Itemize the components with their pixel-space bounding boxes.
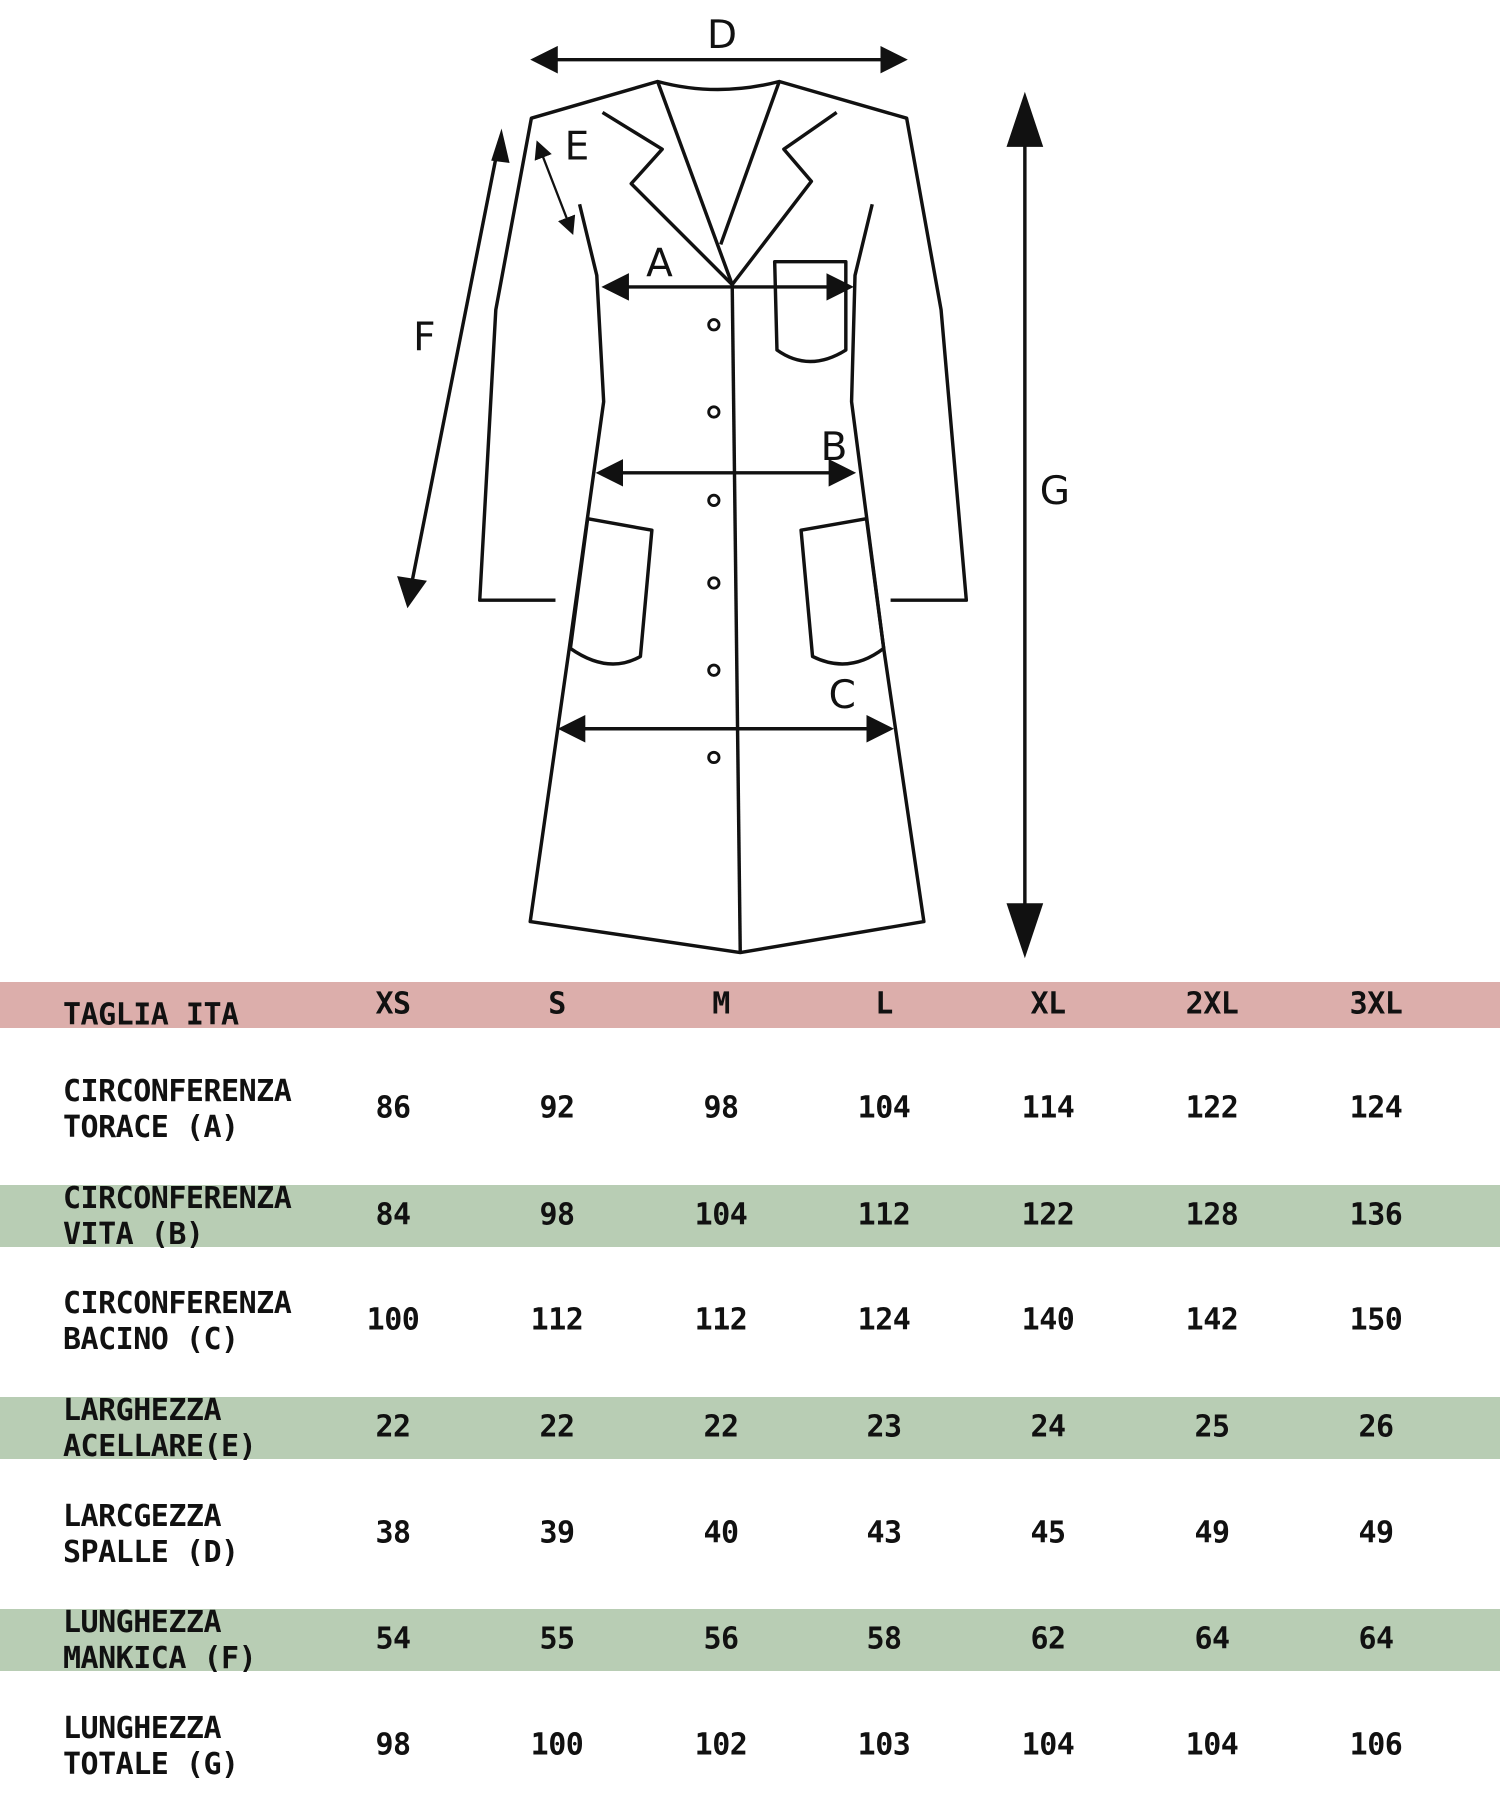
- arrow-e: [534, 140, 576, 235]
- table-cell: 124: [857, 1302, 911, 1338]
- buttons: [707, 318, 721, 765]
- highlight-band: [0, 1609, 1500, 1671]
- table-cell: 38: [375, 1515, 411, 1551]
- table-cell: 84: [375, 1197, 411, 1233]
- table-cell: 140: [1021, 1302, 1075, 1338]
- table-cell: 100: [366, 1302, 420, 1338]
- label-g: G: [1040, 469, 1070, 514]
- size-header: S: [548, 986, 566, 1022]
- row-label-line: CIRCONFERENZA: [63, 1286, 292, 1321]
- table-cell: 23: [866, 1409, 902, 1445]
- table-cell: 104: [1021, 1727, 1075, 1763]
- row-label-line: BACINO (C): [63, 1322, 239, 1357]
- table-cell: 114: [1021, 1090, 1075, 1126]
- table-cell: 102: [694, 1727, 748, 1763]
- size-header: L: [875, 986, 893, 1022]
- label-f: F: [413, 315, 435, 360]
- label-d: D: [707, 13, 737, 58]
- table-cell: 24: [1030, 1409, 1066, 1445]
- row-label-line: MANKICA (F): [63, 1641, 257, 1676]
- arrow-heads: [397, 91, 1044, 959]
- table-cell: 112: [694, 1302, 748, 1338]
- row-label-line: LARCGEZZA: [63, 1499, 222, 1534]
- table-cell: 98: [375, 1727, 411, 1763]
- row-label-line: SPALLE (D): [63, 1535, 239, 1570]
- table-cell: 112: [857, 1197, 911, 1233]
- table-cell: 104: [857, 1090, 911, 1126]
- table-cell: 98: [539, 1197, 575, 1233]
- table-cell: 22: [375, 1409, 411, 1445]
- table-cell: 62: [1030, 1621, 1066, 1657]
- table-cell: 26: [1358, 1409, 1394, 1445]
- table-cell: 56: [703, 1621, 739, 1657]
- table-cell: 106: [1349, 1727, 1403, 1763]
- measure-arrows: [409, 45, 1027, 919]
- header-band: [0, 982, 1500, 1028]
- table-cell: 86: [375, 1090, 411, 1126]
- table-cell: 64: [1358, 1621, 1394, 1657]
- label-e: E: [565, 125, 590, 170]
- row-label-line: TOTALE (G): [63, 1747, 239, 1782]
- table-cell: 40: [703, 1515, 739, 1551]
- row-label: LUNGHEZZA TOTALE (G): [63, 1711, 239, 1783]
- table-cell: 22: [703, 1409, 739, 1445]
- table-cell: 142: [1185, 1302, 1239, 1338]
- table-cell: 54: [375, 1621, 411, 1657]
- coat-outline: [478, 79, 969, 955]
- row-label-line: LUNGHEZZA: [63, 1711, 222, 1746]
- row-label-line: ACELLARE(E): [63, 1429, 257, 1464]
- row-label-line: LUNGHEZZA: [63, 1605, 222, 1640]
- size-header: 2XL: [1185, 986, 1239, 1022]
- table-cell: 49: [1358, 1515, 1394, 1551]
- header-label: TAGLIA ITA: [63, 997, 239, 1033]
- table-cell: 104: [1185, 1727, 1239, 1763]
- table-cell: 100: [530, 1727, 584, 1763]
- row-label: LUNGHEZZA MANKICA (F): [63, 1605, 257, 1677]
- left-pocket: [568, 517, 654, 666]
- table-cell: 49: [1194, 1515, 1230, 1551]
- table-cell: 112: [530, 1302, 584, 1338]
- table-cell: 45: [1030, 1515, 1066, 1551]
- table-cell: 64: [1194, 1621, 1230, 1657]
- size-header: XL: [1030, 986, 1066, 1022]
- table-cell: 150: [1349, 1302, 1403, 1338]
- arrow-f: [409, 146, 500, 588]
- table-cell: 128: [1185, 1197, 1239, 1233]
- row-label: CIRCONFERENZA BACINO (C): [63, 1286, 292, 1358]
- label-a: A: [646, 242, 673, 287]
- right-pocket: [799, 517, 886, 666]
- row-label-line: CIRCONFERENZA: [63, 1074, 292, 1109]
- highlight-band: [0, 1185, 1500, 1247]
- table-cell: 122: [1021, 1197, 1075, 1233]
- table-cell: 22: [539, 1409, 575, 1445]
- size-header: M: [712, 986, 730, 1022]
- table-cell: 58: [866, 1621, 902, 1657]
- table-cell: 92: [539, 1090, 575, 1126]
- size-header: XS: [375, 986, 411, 1022]
- table-cell: 39: [539, 1515, 575, 1551]
- chest-pocket: [772, 259, 848, 364]
- table-cell: 43: [866, 1515, 902, 1551]
- size-header: 3XL: [1349, 986, 1403, 1022]
- row-label: LARCGEZZA SPALLE (D): [63, 1499, 239, 1571]
- label-b: B: [821, 425, 848, 470]
- table-cell: 124: [1349, 1090, 1403, 1126]
- row-label-line: TORACE (A): [63, 1110, 239, 1145]
- row-label: CIRCONFERENZA VITA (B): [63, 1181, 292, 1253]
- table-cell: 104: [694, 1197, 748, 1233]
- label-c: C: [829, 673, 856, 718]
- highlight-band: [0, 1397, 1500, 1459]
- row-label-line: LARGHEZZA: [63, 1393, 222, 1428]
- table-cell: 122: [1185, 1090, 1239, 1126]
- row-label: CIRCONFERENZA TORACE (A): [63, 1074, 292, 1146]
- table-cell: 103: [857, 1727, 911, 1763]
- table-cell: 98: [703, 1090, 739, 1126]
- table-cell: 25: [1194, 1409, 1230, 1445]
- row-label-line: CIRCONFERENZA: [63, 1181, 292, 1216]
- row-label-line: VITA (B): [63, 1217, 204, 1252]
- table-cell: 136: [1349, 1197, 1403, 1233]
- row-label: LARGHEZZA ACELLARE(E): [63, 1393, 257, 1465]
- table-cell: 55: [539, 1621, 575, 1657]
- lab-coat-diagram: D E A F B G C: [397, 13, 1070, 959]
